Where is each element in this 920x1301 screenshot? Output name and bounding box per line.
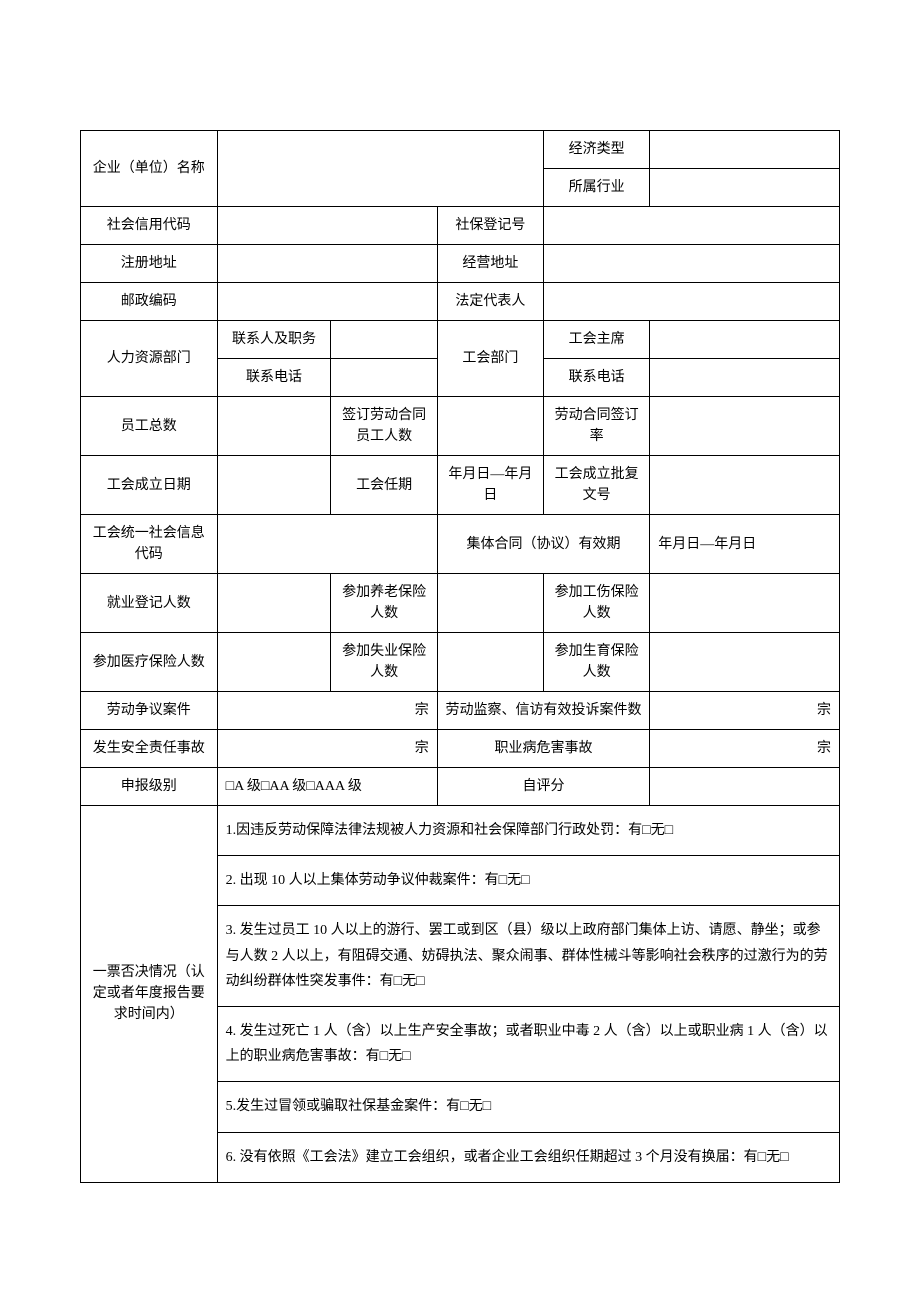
field-emp-reg[interactable]	[217, 574, 331, 633]
field-union-date[interactable]	[217, 456, 331, 515]
field-contract-rate[interactable]	[650, 397, 840, 456]
label-apply-level: 申报级别	[81, 768, 218, 806]
field-apply-level[interactable]: □A 级□AA 级□AAA 级	[217, 768, 437, 806]
label-union-approval: 工会成立批复文号	[543, 456, 649, 515]
field-union-approval[interactable]	[650, 456, 840, 515]
field-hr-phone[interactable]	[331, 359, 437, 397]
label-veto-header: 一票否决情况（认定或者年度报告要求时间内）	[81, 806, 218, 1183]
label-union-date: 工会成立日期	[81, 456, 218, 515]
field-industry[interactable]	[650, 169, 840, 207]
field-injury-ins[interactable]	[650, 574, 840, 633]
label-maternity-ins: 参加生育保险人数	[543, 633, 649, 692]
label-social-credit-code: 社会信用代码	[81, 207, 218, 245]
field-postal-code[interactable]	[217, 283, 437, 321]
label-ss-reg-no: 社保登记号	[437, 207, 543, 245]
field-social-credit-code[interactable]	[217, 207, 437, 245]
field-maternity-ins[interactable]	[650, 633, 840, 692]
field-contact-title[interactable]	[331, 321, 437, 359]
label-union-chair: 工会主席	[543, 321, 649, 359]
field-ss-reg-no[interactable]	[543, 207, 839, 245]
label-emp-reg: 就业登记人数	[81, 574, 218, 633]
label-contract-rate: 劳动合同签订率	[543, 397, 649, 456]
field-veto-5[interactable]: 5.发生过冒领或骗取社保基金案件：有□无□	[217, 1082, 839, 1132]
label-economy-type: 经济类型	[543, 131, 649, 169]
label-legal-rep: 法定代表人	[437, 283, 543, 321]
field-veto-3[interactable]: 3. 发生过员工 10 人以上的游行、罢工或到区（县）级以上政府部门集体上访、请…	[217, 906, 839, 1007]
field-veto-2[interactable]: 2. 出现 10 人以上集体劳动争议仲裁案件：有□无□	[217, 856, 839, 906]
label-supervision-cases: 劳动监察、信访有效投诉案件数	[437, 692, 650, 730]
label-postal-code: 邮政编码	[81, 283, 218, 321]
label-company-name: 企业（单位）名称	[81, 131, 218, 207]
label-contract-emp: 签订劳动合同员工人数	[331, 397, 437, 456]
label-reg-address: 注册地址	[81, 245, 218, 283]
label-industry: 所属行业	[543, 169, 649, 207]
field-medical-ins[interactable]	[217, 633, 331, 692]
field-union-chair[interactable]	[650, 321, 840, 359]
field-dispute-cases[interactable]: 宗	[217, 692, 437, 730]
field-veto-4[interactable]: 4. 发生过死亡 1 人（含）以上生产安全事故；或者职业中毒 2 人（含）以上或…	[217, 1006, 839, 1081]
label-dispute-cases: 劳动争议案件	[81, 692, 218, 730]
label-collective-term: 集体合同（协议）有效期	[437, 515, 650, 574]
label-occ-accident: 职业病危害事故	[437, 730, 650, 768]
field-veto-1[interactable]: 1.因违反劳动保障法律法规被人力资源和社会保障部门行政处罚：有□无□	[217, 806, 839, 856]
company-form-table: 企业（单位）名称 经济类型 所属行业 社会信用代码 社保登记号 注册地址 经营地…	[80, 130, 840, 1183]
label-union-term: 工会任期	[331, 456, 437, 515]
field-self-score[interactable]	[650, 768, 840, 806]
label-biz-address: 经营地址	[437, 245, 543, 283]
label-pension-ins: 参加养老保险人数	[331, 574, 437, 633]
label-safety-accident: 发生安全责任事故	[81, 730, 218, 768]
field-union-term[interactable]: 年月日—年月日	[437, 456, 543, 515]
field-union-code[interactable]	[217, 515, 437, 574]
field-company-name[interactable]	[217, 131, 543, 207]
label-contact-title: 联系人及职务	[217, 321, 331, 359]
label-total-emp: 员工总数	[81, 397, 218, 456]
field-contract-emp[interactable]	[437, 397, 543, 456]
label-self-score: 自评分	[437, 768, 650, 806]
field-total-emp[interactable]	[217, 397, 331, 456]
field-union-phone[interactable]	[650, 359, 840, 397]
field-reg-address[interactable]	[217, 245, 437, 283]
field-biz-address[interactable]	[543, 245, 839, 283]
label-union-code: 工会统一社会信息代码	[81, 515, 218, 574]
field-collective-term[interactable]: 年月日—年月日	[650, 515, 840, 574]
field-occ-accident[interactable]: 宗	[650, 730, 840, 768]
label-medical-ins: 参加医疗保险人数	[81, 633, 218, 692]
field-economy-type[interactable]	[650, 131, 840, 169]
field-veto-6[interactable]: 6. 没有依照《工会法》建立工会组织，或者企业工会组织任期超过 3 个月没有换届…	[217, 1132, 839, 1182]
label-union-phone: 联系电话	[543, 359, 649, 397]
field-safety-accident[interactable]: 宗	[217, 730, 437, 768]
label-hr-phone: 联系电话	[217, 359, 331, 397]
field-supervision-cases[interactable]: 宗	[650, 692, 840, 730]
field-unemp-ins[interactable]	[437, 633, 543, 692]
label-injury-ins: 参加工伤保险人数	[543, 574, 649, 633]
field-legal-rep[interactable]	[543, 283, 839, 321]
label-union-dept: 工会部门	[437, 321, 543, 397]
label-unemp-ins: 参加失业保险人数	[331, 633, 437, 692]
field-pension-ins[interactable]	[437, 574, 543, 633]
label-hr-dept: 人力资源部门	[81, 321, 218, 397]
